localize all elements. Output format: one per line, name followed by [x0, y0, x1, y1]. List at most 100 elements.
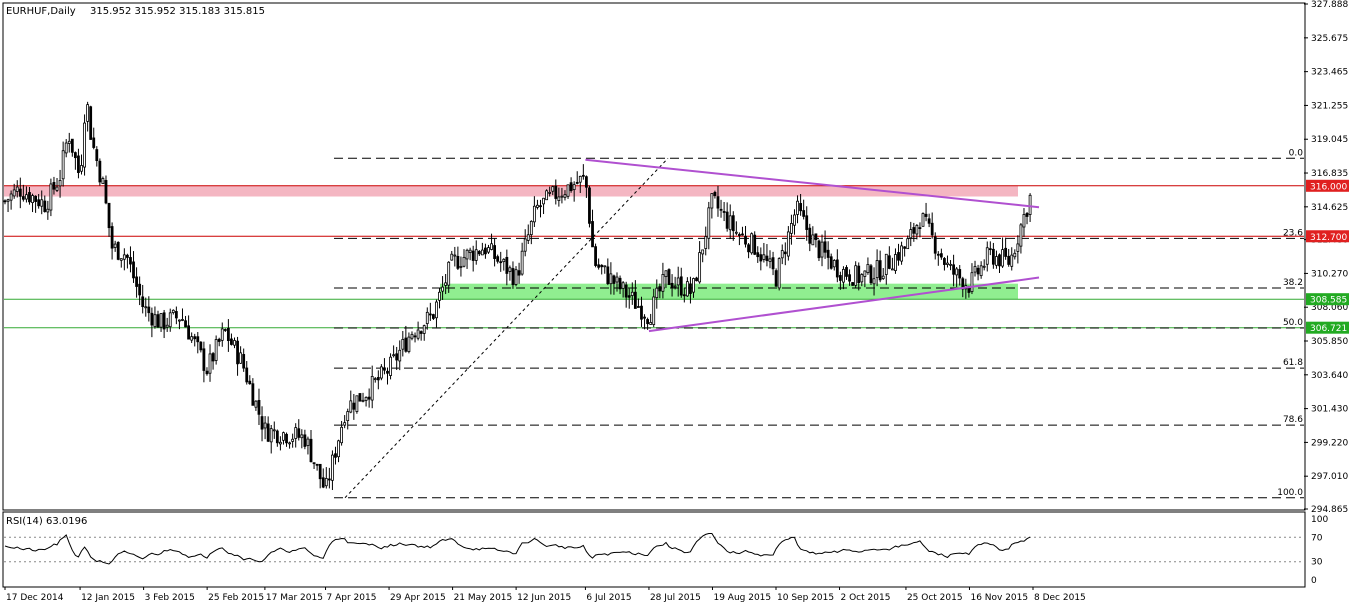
fib-label-23.6: 23.6 — [1283, 228, 1303, 238]
candle-body — [116, 241, 120, 260]
candle — [58, 169, 62, 198]
candle-body — [930, 222, 934, 236]
candle-body — [453, 254, 457, 257]
candle-body — [55, 186, 59, 191]
candle-body — [988, 248, 992, 251]
candle — [187, 315, 191, 340]
candle-body — [150, 312, 154, 326]
candle — [618, 275, 622, 295]
candle — [790, 214, 793, 245]
candle-body — [1022, 214, 1026, 228]
candle — [98, 158, 102, 186]
candle-body — [275, 430, 279, 444]
candle-body — [982, 265, 986, 268]
candle — [300, 429, 304, 449]
candle-body — [670, 282, 674, 289]
rsi-line[interactable] — [4, 533, 1031, 565]
candle-body — [545, 190, 549, 201]
candle — [701, 249, 705, 263]
candle — [202, 341, 206, 383]
candle — [783, 242, 787, 266]
candle-body — [444, 282, 448, 286]
candle-body — [566, 184, 570, 197]
candle-body — [768, 258, 772, 262]
candle — [453, 246, 457, 267]
candle-body — [728, 215, 732, 231]
candle-body — [637, 306, 640, 308]
rsi-tick-label: 30 — [1311, 558, 1323, 568]
candle-body — [529, 220, 533, 236]
candle — [511, 261, 515, 289]
candle — [428, 302, 432, 321]
candle — [979, 261, 983, 279]
candle-body — [710, 193, 714, 209]
candle — [144, 297, 148, 317]
fib-baseline[interactable] — [344, 157, 669, 499]
candle — [211, 351, 215, 370]
candle-body — [334, 453, 337, 458]
time-tick-label: 3 Feb 2015 — [145, 593, 195, 603]
candle — [704, 226, 708, 256]
candle — [208, 344, 212, 382]
candle — [25, 186, 28, 203]
time-tick-label: 21 May 2015 — [454, 593, 513, 603]
price-tick-label: 319.045 — [1311, 135, 1348, 145]
candle — [551, 185, 555, 196]
candle-body — [532, 205, 536, 223]
candle-body — [340, 426, 344, 444]
candle — [416, 321, 420, 341]
candle — [135, 267, 138, 298]
candle — [438, 287, 441, 309]
candle — [477, 249, 481, 257]
candle-body — [153, 314, 157, 328]
candle-body — [741, 233, 744, 236]
candle — [373, 377, 377, 383]
candle-body — [193, 336, 197, 340]
candle-body — [12, 189, 16, 197]
candle — [31, 193, 34, 213]
candle — [383, 358, 386, 375]
candle-body — [829, 256, 833, 269]
price-tag-text: 316.000 — [1310, 182, 1347, 192]
candle — [698, 241, 702, 284]
candle-body — [416, 329, 420, 339]
candle-body — [379, 366, 383, 379]
candle-body — [138, 283, 142, 296]
candle — [563, 190, 567, 201]
price-tag-text: 306.721 — [1310, 324, 1347, 334]
candle-body — [603, 265, 607, 268]
candle-body — [692, 278, 695, 293]
candle-body — [202, 348, 206, 371]
candle-body — [499, 261, 503, 264]
candle — [588, 185, 591, 228]
candle — [480, 242, 484, 256]
trendline-upper[interactable] — [585, 158, 1040, 209]
candle-body — [184, 320, 187, 328]
candle — [462, 249, 466, 268]
candle — [1001, 237, 1004, 268]
candle-body — [881, 275, 885, 280]
candle-body — [272, 429, 276, 432]
candle — [906, 235, 910, 250]
candle-body — [578, 175, 582, 183]
trendline-lower[interactable] — [648, 276, 1040, 333]
candle-body — [239, 352, 243, 364]
candle — [223, 328, 227, 332]
candle — [578, 175, 582, 193]
candle — [12, 183, 16, 199]
candle — [878, 250, 882, 283]
candle — [263, 416, 267, 440]
time-tick-label: 17 Mar 2015 — [266, 593, 323, 603]
candle-body — [551, 186, 555, 192]
candle — [126, 253, 129, 269]
candle-body — [28, 192, 31, 203]
candle-body — [324, 478, 328, 487]
candle — [682, 288, 686, 303]
candle — [811, 226, 815, 246]
candle-body — [569, 182, 573, 192]
candle-body — [786, 231, 790, 257]
candle — [484, 243, 487, 259]
candle — [83, 114, 86, 176]
